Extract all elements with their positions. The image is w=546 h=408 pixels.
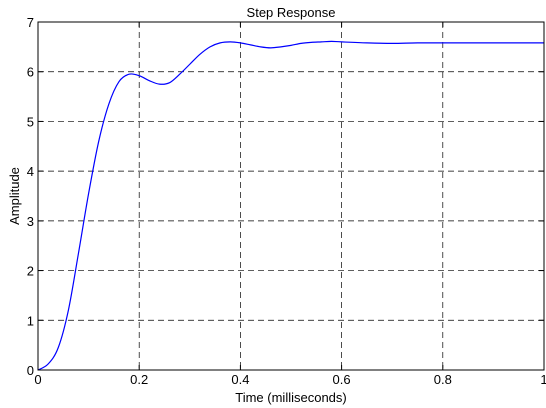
x-axis-title: Time (milliseconds)	[235, 390, 346, 405]
chart-title: Step Response	[247, 5, 336, 20]
x-tick-label: 0.2	[130, 372, 148, 387]
y-tick-labels: 0 1 2 3 4 5 6 7	[27, 15, 34, 378]
y-tick-label: 6	[27, 65, 34, 80]
x-tick-label: 0	[34, 372, 41, 387]
y-tick-label: 2	[27, 264, 34, 279]
y-tick-label: 1	[27, 313, 34, 328]
plot-frame	[37, 21, 545, 371]
y-tick-label: 3	[27, 214, 34, 229]
x-tick-labels: 0 0.2 0.4 0.6 0.8 1	[34, 372, 546, 387]
x-tick-label: 0.4	[231, 372, 249, 387]
y-axis-title: Amplitude	[7, 167, 22, 225]
x-tick-label: 1	[540, 372, 546, 387]
y-tick-label: 0	[27, 363, 34, 378]
grid-lines	[38, 22, 544, 370]
y-tick-label: 5	[27, 114, 34, 129]
tick-marks	[37, 21, 545, 371]
plot-background	[38, 22, 544, 370]
y-tick-label: 4	[27, 164, 34, 179]
series-layer	[37, 40, 544, 371]
x-tick-label: 0.6	[333, 372, 351, 387]
x-tick-label: 0.8	[434, 372, 452, 387]
y-tick-label: 7	[27, 15, 34, 30]
step-response-line	[37, 40, 544, 371]
